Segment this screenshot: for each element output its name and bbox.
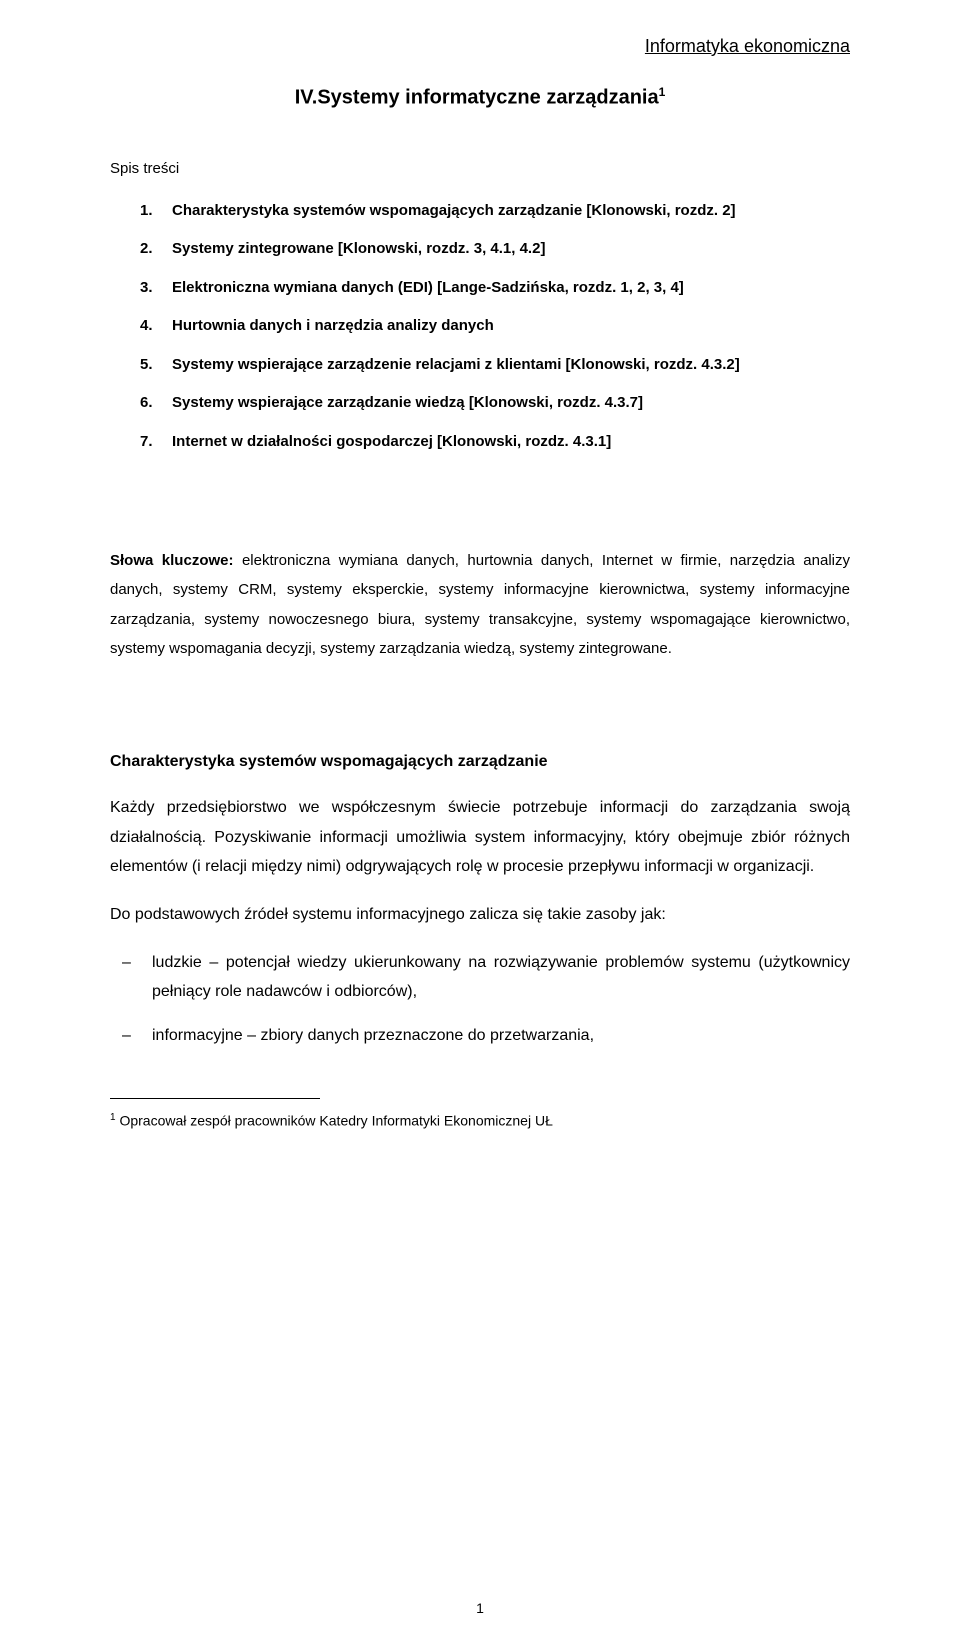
toc-item-number: 4.: [140, 312, 172, 341]
chapter-title: IV.Systemy informatyczne zarządzania1: [110, 85, 850, 110]
body-paragraph: Do podstawowych źródeł systemu informacy…: [110, 900, 850, 930]
toc-item-number: 1.: [140, 197, 172, 226]
toc-item: 1.Charakterystyka systemów wspomagającyc…: [140, 197, 850, 226]
toc-item-text: Systemy wspierające zarządzanie wiedzą […: [172, 389, 643, 418]
toc-item-number: 7.: [140, 428, 172, 457]
toc-item-text: Charakterystyka systemów wspomagających …: [172, 197, 736, 226]
toc-item-text: Hurtownia danych i narzędzia analizy dan…: [172, 312, 494, 341]
toc-item: 6.Systemy wspierające zarządzanie wiedzą…: [140, 389, 850, 418]
toc-label: Spis treści: [110, 160, 850, 177]
page-number: 1: [0, 1600, 960, 1616]
toc-list: 1.Charakterystyka systemów wspomagającyc…: [110, 197, 850, 457]
body-paragraph: Każdy przedsiębiorstwo we współczesnym ś…: [110, 793, 850, 882]
toc-item: 5.Systemy wspierające zarządzenie relacj…: [140, 351, 850, 380]
toc-item-text: Internet w działalności gospodarczej [Kl…: [172, 428, 611, 457]
toc-item: 7.Internet w działalności gospodarczej […: [140, 428, 850, 457]
footnote-rule: [110, 1098, 320, 1099]
footnote-text: Opracował zespół pracowników Katedry Inf…: [116, 1113, 553, 1129]
toc-item-text: Systemy zintegrowane [Klonowski, rozdz. …: [172, 235, 545, 264]
toc-item: 4.Hurtownia danych i narzędzia analizy d…: [140, 312, 850, 341]
chapter-title-text: Systemy informatyczne zarządzania: [317, 87, 658, 109]
toc-item: 3.Elektroniczna wymiana danych (EDI) [La…: [140, 274, 850, 303]
list-item: informacyjne – zbiory danych przeznaczon…: [152, 1021, 850, 1051]
toc-item-number: 6.: [140, 389, 172, 418]
chapter-number: IV.: [295, 87, 318, 109]
section-heading: Charakterystyka systemów wspomagających …: [110, 753, 850, 771]
running-head: Informatyka ekonomiczna: [110, 36, 850, 57]
footnote: 1 Opracował zespół pracowników Katedry I…: [110, 1111, 850, 1131]
keywords-label: Słowa kluczowe:: [110, 552, 242, 569]
toc-item-number: 5.: [140, 351, 172, 380]
list-item: ludzkie – potencjał wiedzy ukierunkowany…: [152, 948, 850, 1007]
chapter-superscript: 1: [659, 85, 666, 99]
bullet-list: ludzkie – potencjał wiedzy ukierunkowany…: [110, 948, 850, 1051]
document-page: Informatyka ekonomiczna IV.Systemy infor…: [0, 0, 960, 1636]
toc-item-number: 2.: [140, 235, 172, 264]
toc-item: 2.Systemy zintegrowane [Klonowski, rozdz…: [140, 235, 850, 264]
toc-item-number: 3.: [140, 274, 172, 303]
toc-item-text: Systemy wspierające zarządzenie relacjam…: [172, 351, 740, 380]
toc-item-text: Elektroniczna wymiana danych (EDI) [Lang…: [172, 274, 684, 303]
keywords-block: Słowa kluczowe: elektroniczna wymiana da…: [110, 546, 850, 663]
